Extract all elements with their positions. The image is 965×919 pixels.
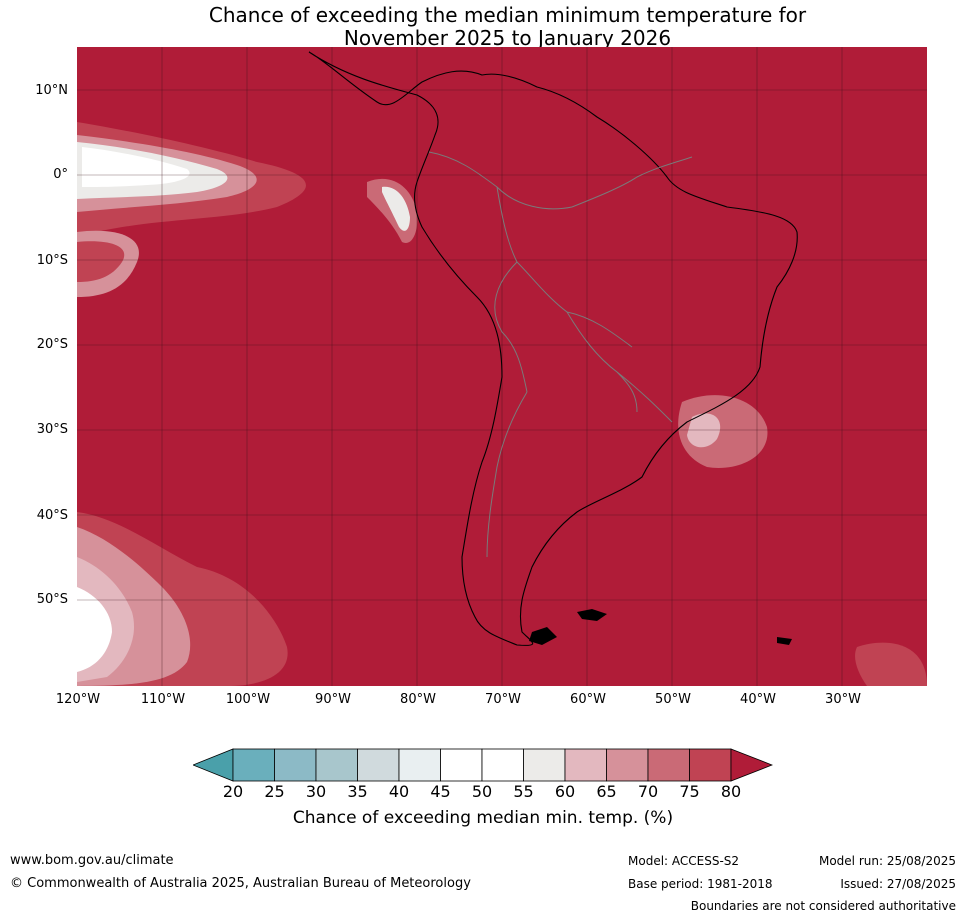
colorbar-bin-20-25 xyxy=(232,748,275,782)
pacific-anomaly-lower-inner xyxy=(77,241,125,282)
lon-label-110w: 110°W xyxy=(140,692,186,707)
peru-coast-patch-inner xyxy=(382,186,410,231)
se-pacific-patch-core xyxy=(77,587,112,672)
colorbar-tick-45: 45 xyxy=(430,782,451,801)
colorbar-bin-50-55 xyxy=(481,748,524,782)
colorbar-tick-60: 60 xyxy=(554,782,576,801)
title-line-2: November 2025 to January 2026 xyxy=(343,26,672,50)
lat-label-10n: 10°N xyxy=(35,83,68,98)
colorbar-tick-55: 55 xyxy=(513,782,534,801)
colorbar-bin-65-70 xyxy=(606,748,649,782)
lon-label-30w: 30°W xyxy=(825,692,861,707)
colorbar-bin-40-45 xyxy=(398,748,441,782)
colorbar-tick-35: 35 xyxy=(347,782,368,801)
chart-title: Chance of exceeding the median minimum t… xyxy=(0,4,965,50)
tierra-del-fuego xyxy=(529,627,557,645)
colorbar-bin-45-50 xyxy=(440,748,483,782)
title-line-1: Chance of exceeding the median minimum t… xyxy=(208,3,807,27)
colorbar-tick-75: 75 xyxy=(679,782,700,801)
lon-label-90w: 90°W xyxy=(315,692,351,707)
colorbar-low-extend xyxy=(193,748,234,782)
country-borders xyxy=(428,151,693,558)
colorbar-tick-20: 20 xyxy=(222,782,244,801)
colorbar-tick-65: 65 xyxy=(596,782,617,801)
south-georgia xyxy=(777,637,792,645)
footer-url[interactable]: www.bom.gov.au/climate xyxy=(10,853,174,868)
colorbar-bin-70-75 xyxy=(647,748,690,782)
falkland-islands xyxy=(577,609,607,621)
forecast-map xyxy=(77,47,927,686)
footer-model: Model: ACCESS-S2 xyxy=(628,854,740,868)
lon-label-120w: 120°W xyxy=(55,692,101,707)
lat-label-40s: 40°S xyxy=(36,508,68,523)
footer-issued: Issued: 27/08/2025 xyxy=(840,877,956,891)
lon-label-100w: 100°W xyxy=(225,692,271,707)
pacific-anomaly-core xyxy=(82,147,190,187)
lat-label-10s: 10°S xyxy=(36,253,68,268)
south-atlantic-patch-inner xyxy=(687,413,721,448)
colorbar-bin-55-60 xyxy=(523,748,566,782)
south-america-coastline xyxy=(308,51,798,646)
footer-copyright: © Commonwealth of Australia 2025, Austra… xyxy=(10,876,471,891)
colorbar-bin-60-65 xyxy=(564,748,607,782)
lat-label-20s: 20°S xyxy=(36,337,68,352)
colorbar-high-extend xyxy=(730,748,773,782)
lon-label-60w: 60°W xyxy=(570,692,606,707)
footer-disclaimer: Boundaries are not considered authoritat… xyxy=(690,899,956,913)
footer-base-period: Base period: 1981-2018 xyxy=(628,877,773,891)
se-pacific-patch-right xyxy=(855,642,927,686)
colorbar-tick-25: 25 xyxy=(264,782,285,801)
colorbar-bin-35-40 xyxy=(357,748,400,782)
lon-label-50w: 50°W xyxy=(655,692,691,707)
colorbar-tick-70: 70 xyxy=(637,782,659,801)
colorbar-label: Chance of exceeding median min. temp. (%… xyxy=(292,808,674,828)
lon-label-80w: 80°W xyxy=(400,692,436,707)
colorbar-tick-30: 30 xyxy=(305,782,327,801)
lon-label-70w: 70°W xyxy=(485,692,521,707)
colorbar-tick-50: 50 xyxy=(471,782,493,801)
lat-label-50s: 50°S xyxy=(36,592,68,607)
colorbar-bin-75-80 xyxy=(689,748,732,782)
footer-model-run: Model run: 25/08/2025 xyxy=(818,854,956,868)
colorbar-bin-30-35 xyxy=(315,748,358,782)
map-svg xyxy=(77,47,927,686)
lon-gridlines xyxy=(161,47,843,686)
lat-label-30s: 30°S xyxy=(36,422,68,437)
colorbar xyxy=(193,748,773,782)
south-atlantic-patch xyxy=(678,395,768,468)
lat-label-0: 0° xyxy=(53,167,68,182)
colorbar-bin-25-30 xyxy=(274,748,317,782)
lon-label-40w: 40°W xyxy=(740,692,776,707)
colorbar-tick-80: 80 xyxy=(720,782,742,801)
colorbar-tick-40: 40 xyxy=(388,782,410,801)
